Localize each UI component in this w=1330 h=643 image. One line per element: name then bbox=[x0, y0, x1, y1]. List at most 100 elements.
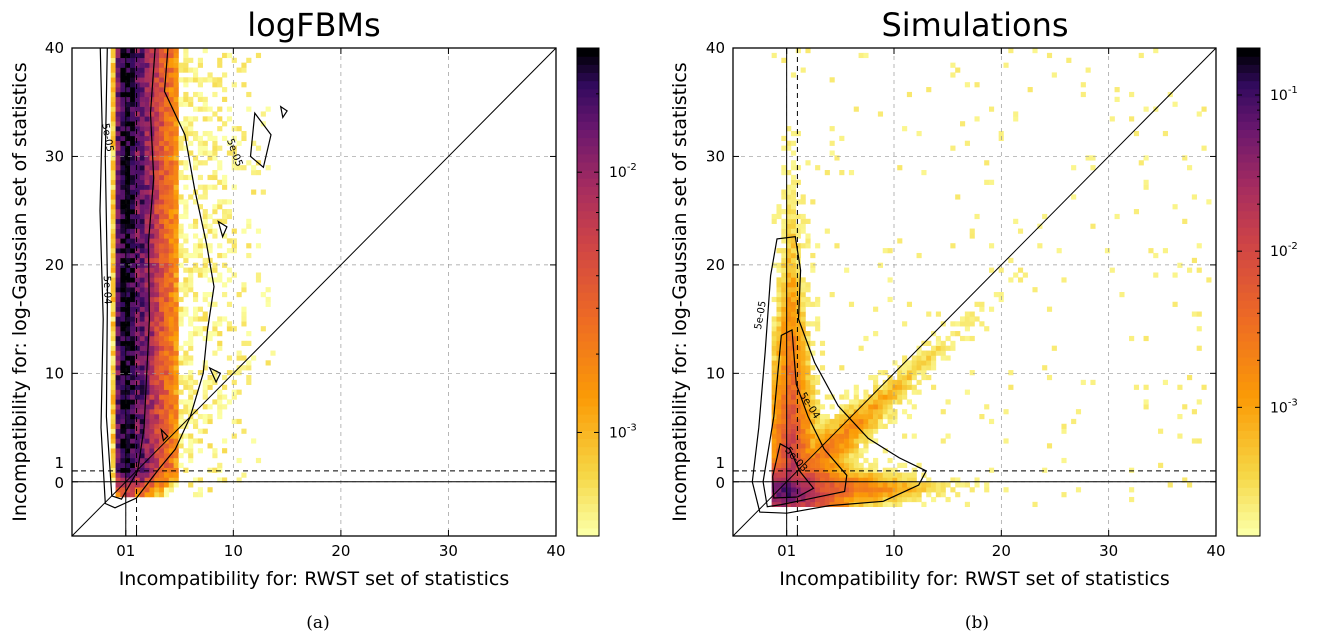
heatmap-cell bbox=[906, 360, 913, 366]
heatmap-cell bbox=[931, 355, 937, 361]
heatmap-cell bbox=[139, 457, 145, 464]
heatmap-cell bbox=[839, 414, 845, 420]
heatmap-cell bbox=[183, 350, 189, 356]
heatmap-cell bbox=[130, 150, 136, 156]
heatmap-cell bbox=[805, 296, 811, 303]
heatmap-cell bbox=[139, 477, 145, 483]
heatmap-cell bbox=[130, 135, 136, 142]
heatmap-cell bbox=[163, 267, 170, 273]
heatmap-cell bbox=[790, 140, 797, 146]
heatmap-cell bbox=[848, 487, 855, 493]
heatmap-cell bbox=[159, 492, 165, 498]
heatmap-cell bbox=[130, 267, 136, 273]
heatmap-cell bbox=[771, 457, 777, 464]
heatmap-cell bbox=[246, 218, 252, 224]
heatmap-cell bbox=[906, 399, 913, 405]
heatmap-cell bbox=[873, 438, 879, 444]
heatmap-cell bbox=[815, 409, 821, 415]
heatmap-cell bbox=[897, 374, 903, 381]
heatmap-cell bbox=[197, 331, 203, 337]
colorbar-segment bbox=[577, 210, 599, 220]
colorbar-segment bbox=[1237, 308, 1260, 317]
heatmap-cell bbox=[163, 72, 170, 78]
heatmap-cell bbox=[149, 243, 155, 249]
heatmap-cell bbox=[130, 301, 136, 307]
heatmap-cell bbox=[781, 335, 787, 342]
heatmap-cell bbox=[178, 282, 184, 288]
heatmap-cell bbox=[771, 384, 777, 390]
heatmap-cell bbox=[265, 165, 271, 171]
heatmap-cell bbox=[776, 409, 782, 415]
heatmap-cell bbox=[120, 277, 126, 283]
heatmap-cell bbox=[800, 467, 806, 473]
heatmap-cell bbox=[781, 316, 787, 322]
heatmap-cell bbox=[173, 467, 179, 473]
heatmap-cell bbox=[149, 72, 155, 78]
heatmap-cell bbox=[897, 482, 903, 488]
heatmap-cell bbox=[950, 321, 956, 327]
heatmap-cell bbox=[115, 62, 121, 68]
heatmap-cell bbox=[202, 194, 208, 200]
heatmap-cell bbox=[926, 340, 932, 346]
heatmap-cell bbox=[149, 389, 155, 395]
heatmap-cell bbox=[877, 477, 884, 483]
heatmap-cell bbox=[790, 374, 797, 381]
heatmap-cell bbox=[130, 316, 136, 322]
heatmap-cell bbox=[130, 184, 136, 190]
heatmap-cell bbox=[159, 165, 165, 171]
heatmap-cell bbox=[163, 389, 170, 395]
heatmap-cell bbox=[815, 165, 821, 171]
heatmap-cell bbox=[212, 301, 218, 307]
heatmap-cell bbox=[217, 62, 223, 68]
heatmap-cell bbox=[790, 433, 797, 439]
heatmap-cell bbox=[790, 443, 797, 449]
heatmap-cell bbox=[159, 262, 165, 268]
heatmap-cell bbox=[781, 228, 787, 234]
heatmap-cell bbox=[824, 496, 830, 503]
heatmap-cell bbox=[173, 399, 179, 405]
heatmap-cell bbox=[110, 418, 116, 425]
heatmap-cell bbox=[858, 501, 864, 508]
heatmap-cell bbox=[892, 418, 898, 425]
heatmap-cell bbox=[800, 306, 806, 312]
heatmap-cell bbox=[130, 453, 136, 459]
heatmap-cell bbox=[130, 130, 136, 137]
heatmap-cell bbox=[193, 267, 199, 273]
colorbar-segment bbox=[1237, 210, 1260, 220]
heatmap-cell bbox=[168, 87, 174, 93]
heatmap-cell bbox=[935, 335, 941, 342]
heatmap-cell bbox=[800, 374, 806, 381]
heatmap-cell bbox=[163, 345, 170, 351]
heatmap-cell bbox=[159, 292, 165, 298]
heatmap-cell bbox=[115, 394, 121, 400]
heatmap-cell bbox=[790, 160, 797, 166]
heatmap-cell bbox=[193, 160, 199, 166]
heatmap-cell bbox=[231, 228, 237, 234]
heatmap-cell bbox=[149, 409, 155, 415]
heatmap-cell bbox=[858, 52, 864, 59]
heatmap-cell bbox=[974, 316, 980, 322]
heatmap-cell bbox=[776, 404, 782, 410]
heatmap-cell bbox=[1172, 204, 1178, 210]
heatmap-cell bbox=[173, 228, 179, 234]
heatmap-cell bbox=[134, 62, 141, 68]
heatmap-cell bbox=[115, 77, 121, 83]
heatmap-cell bbox=[858, 433, 864, 439]
heatmap-cell bbox=[125, 345, 131, 351]
heatmap-cell bbox=[115, 150, 121, 156]
colorbar-segment bbox=[1237, 316, 1260, 326]
heatmap-cell bbox=[110, 111, 116, 117]
heatmap-cell bbox=[168, 355, 174, 361]
heatmap-cell bbox=[207, 267, 213, 273]
contour-island bbox=[208, 366, 222, 384]
colorbar-segment bbox=[577, 96, 599, 106]
heatmap-cell bbox=[154, 311, 160, 317]
heatmap-cell bbox=[115, 91, 121, 98]
heatmap-cell bbox=[786, 394, 792, 400]
heatmap-cell bbox=[125, 438, 131, 444]
heatmap-cell bbox=[139, 238, 145, 244]
heatmap-cell bbox=[800, 223, 806, 229]
heatmap-cell bbox=[979, 301, 985, 307]
heatmap-cell bbox=[810, 492, 816, 498]
